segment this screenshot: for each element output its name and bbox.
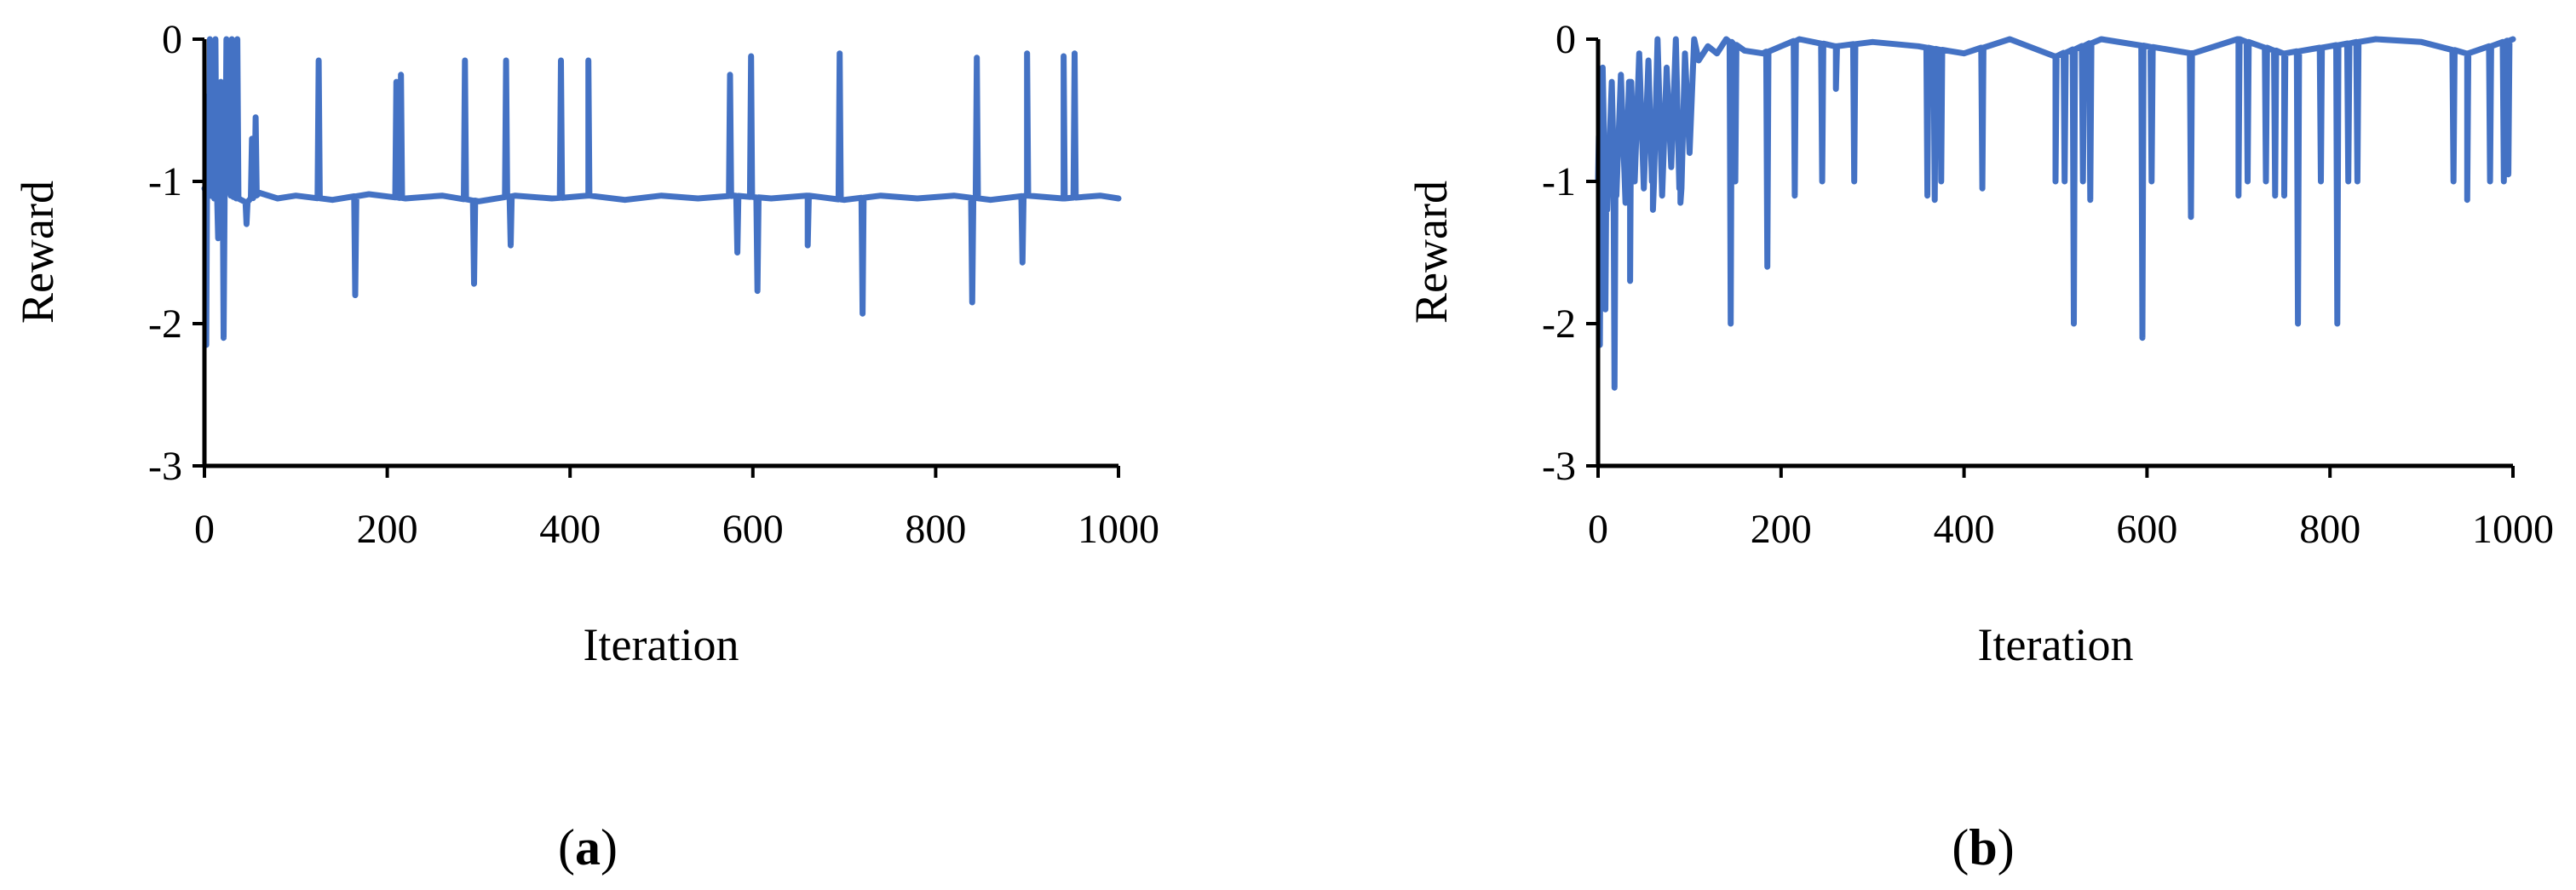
chart-a-series-line-0 — [201, 36, 1122, 348]
chart-b-caption-open: ( — [1952, 819, 1969, 876]
chart-b-y-tick-label: -2 — [1542, 301, 1576, 347]
chart-b-x-tick-label: 0 — [1588, 507, 1608, 552]
chart-a-y-tick-label: -3 — [148, 444, 182, 489]
chart-a-x-tick-label: 1000 — [1078, 507, 1159, 552]
chart-a-caption: (a) — [558, 819, 618, 876]
chart-a-x-tick-label: 600 — [722, 507, 784, 552]
chart-b-caption-close: ) — [1998, 819, 2015, 876]
chart-a-x-tick-label: 400 — [539, 507, 601, 552]
chart-b-y-tick-label: -1 — [1542, 159, 1576, 204]
chart-b-series-line-0 — [1595, 36, 2516, 391]
chart-b-x-tick-label: 600 — [2116, 507, 2177, 552]
chart-b-y-tick-label: -3 — [1542, 444, 1576, 489]
chart-a-xlabel: Iteration — [584, 619, 739, 670]
chart-a-ylabel: Reward — [12, 181, 63, 324]
chart-a-x-tick-label: 0 — [194, 507, 215, 552]
chart-b-x-tick-label: 800 — [2299, 507, 2360, 552]
chart-b-ticks: 0 200 400 600 800 1000 0 -1 -2 -3 — [1542, 17, 2554, 552]
chart-a-plot — [201, 36, 1122, 348]
chart-a-caption-close: ) — [601, 819, 618, 876]
chart-b-x-tick-label: 200 — [1751, 507, 1812, 552]
chart-a-x-tick-label: 200 — [357, 507, 418, 552]
chart-b-x-tick-label: 400 — [1934, 507, 1995, 552]
chart-b: 0 200 400 600 800 1000 0 -1 -2 -3 Iteration Rewar… — [1406, 17, 2554, 876]
chart-a-y-tick-label: -1 — [148, 159, 182, 204]
chart-a-y-tick-label: 0 — [162, 17, 182, 62]
chart-b-caption-letter: b — [1969, 819, 1997, 876]
chart-a-ticks: 0 200 400 600 800 1000 0 -1 -2 -3 — [148, 17, 1159, 552]
chart-a-caption-open: ( — [558, 819, 575, 876]
chart-b-plot — [1595, 36, 2516, 391]
chart-a: 0 200 400 600 800 1000 0 -1 -2 -3 Iteration Rewar… — [12, 17, 1159, 876]
chart-a-caption-letter: a — [575, 819, 601, 876]
chart-a-x-tick-label: 800 — [905, 507, 966, 552]
chart-b-x-tick-label: 1000 — [2472, 507, 2554, 552]
chart-b-xlabel: Iteration — [1978, 619, 2134, 670]
chart-b-caption: (b) — [1952, 819, 2014, 876]
chart-a-y-tick-label: -2 — [148, 301, 182, 347]
chart-b-y-tick-label: 0 — [1555, 17, 1576, 62]
chart-b-ylabel: Reward — [1406, 181, 1457, 324]
